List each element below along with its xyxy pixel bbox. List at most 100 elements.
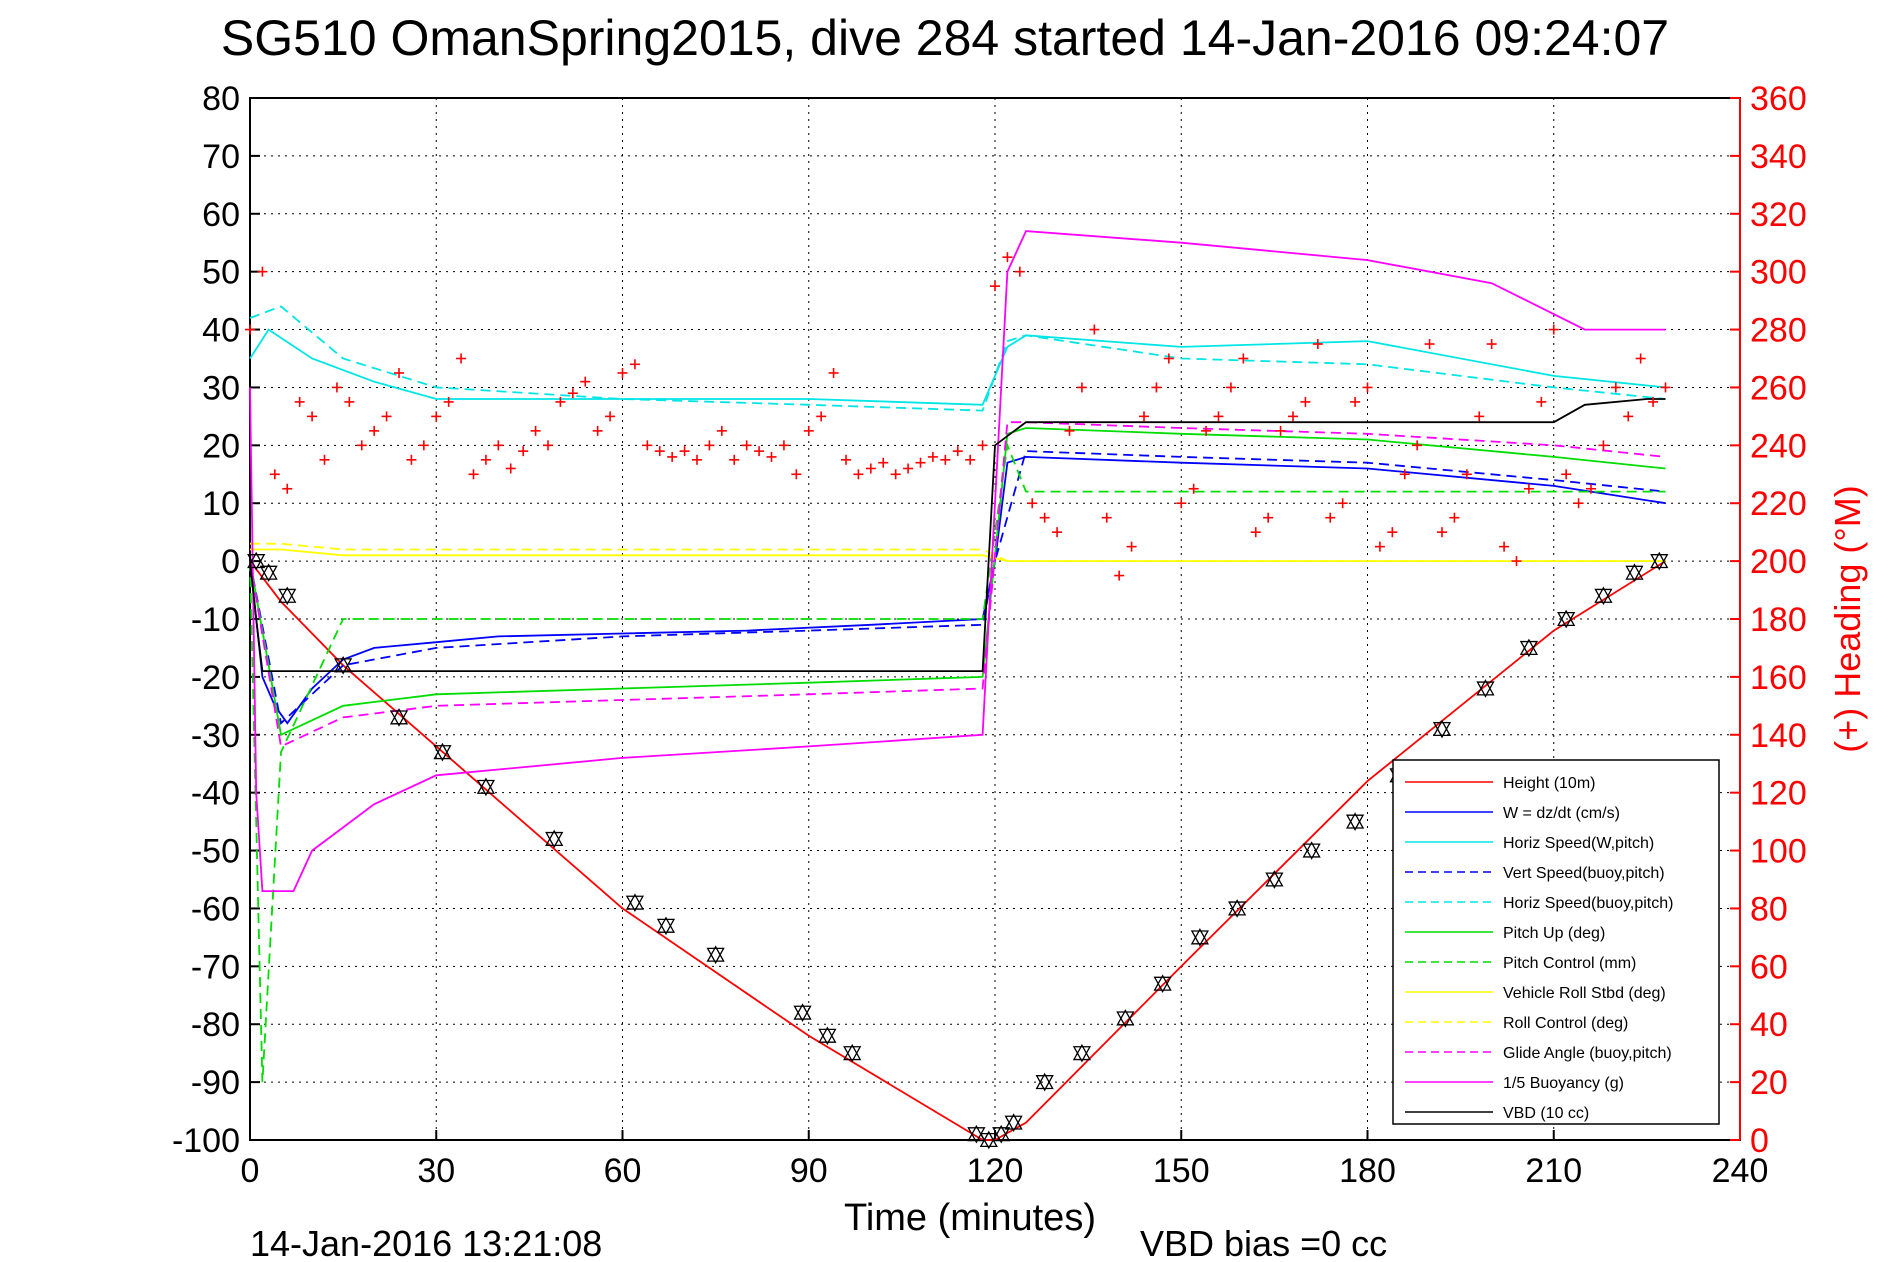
y-tick-label: 10 <box>202 485 240 523</box>
legend-item: Horiz Speed(W,pitch) <box>1405 835 1654 852</box>
triangle-marker-inv <box>1035 1075 1054 1092</box>
y-right-tick-label: 60 <box>1750 948 1788 986</box>
heading-point <box>1325 512 1336 523</box>
heading-point <box>282 483 293 494</box>
heading-point <box>530 425 541 436</box>
y-tick-label: 0 <box>221 543 240 581</box>
triangle-marker-inv <box>1190 930 1209 947</box>
heading-point <box>493 440 504 451</box>
heading-point <box>269 469 280 480</box>
legend-label: W = dz/dt (cm/s) <box>1503 805 1620 822</box>
legend-item: Pitch Up (deg) <box>1405 925 1605 942</box>
triangle-marker-inv <box>476 779 496 797</box>
legend-item: VBD (10 cc) <box>1405 1105 1589 1122</box>
triangle-marker <box>389 708 409 725</box>
heading-point <box>1461 469 1472 480</box>
triangle-marker-inv <box>818 1028 837 1046</box>
heading-point <box>1412 440 1423 451</box>
heading-point <box>1238 353 1249 364</box>
triangle-marker-inv <box>1004 1115 1023 1132</box>
triangle-marker-inv <box>545 831 564 849</box>
triangle-marker <box>1116 1009 1135 1026</box>
y-right-tick-label: 100 <box>1750 833 1807 871</box>
triangle-marker <box>1302 841 1321 858</box>
triangle-marker-inv <box>247 554 266 571</box>
triangle-marker-inv <box>1476 681 1495 698</box>
series-line-10 <box>249 230 1666 892</box>
triangle-marker <box>1594 586 1613 603</box>
y-right-tick-label: 260 <box>1750 369 1807 407</box>
y-tick-label: 20 <box>202 427 240 465</box>
heading-point <box>1163 353 1174 364</box>
x-tick-label: 30 <box>417 1152 455 1190</box>
triangle-marker <box>1625 563 1644 580</box>
triangle-marker <box>625 893 645 910</box>
series-line-11 <box>249 398 1666 672</box>
x-tick-label: 0 <box>241 1152 260 1190</box>
triangle-marker <box>818 1026 837 1043</box>
heading-point <box>952 446 963 457</box>
y-right-tick-label: 0 <box>1750 1122 1769 1160</box>
y-right-tick-label: 300 <box>1750 254 1807 292</box>
series-line-6 <box>249 441 1666 1083</box>
legend-item: Height (10m) <box>1405 775 1595 792</box>
heading-point <box>1139 411 1149 422</box>
heading-point <box>778 440 789 451</box>
heading-point <box>456 353 467 364</box>
heading-point <box>1610 382 1621 393</box>
heading-point <box>1014 266 1025 277</box>
triangle-marker-inv <box>1594 588 1613 606</box>
x-tick-label: 210 <box>1525 1152 1582 1190</box>
heading-point <box>679 446 690 457</box>
heading-point <box>754 446 765 457</box>
y-tick-label: 40 <box>202 312 240 350</box>
heading-point <box>1176 498 1187 509</box>
triangle-marker <box>1004 1113 1023 1130</box>
heading-point <box>1201 425 1212 436</box>
heading-point <box>1114 570 1125 581</box>
triangle-marker <box>278 586 297 603</box>
legend-item: Roll Control (deg) <box>1405 1015 1628 1032</box>
heading-point <box>580 376 591 387</box>
x-tick-label: 90 <box>790 1152 828 1190</box>
y-tick-label: -40 <box>191 775 240 813</box>
heading-point <box>555 396 566 407</box>
heading-point <box>878 457 889 468</box>
triangle-marker <box>1228 899 1247 916</box>
heading-point <box>927 451 938 462</box>
triangle-marker-inv <box>1432 721 1452 739</box>
heading-point <box>1064 425 1075 436</box>
y-tick-label: -70 <box>191 948 240 986</box>
heading-point <box>1573 498 1584 509</box>
heading-point <box>903 463 914 474</box>
heading-point <box>406 454 417 465</box>
legend-label: Vert Speed(buoy,pitch) <box>1503 865 1665 882</box>
series-line-3 <box>249 450 1666 725</box>
y-tick-label: -100 <box>172 1122 240 1160</box>
heading-point <box>1548 324 1559 335</box>
triangle-marker <box>979 1130 998 1148</box>
y-tick-label: 60 <box>202 196 240 234</box>
heading-point <box>617 367 628 378</box>
heading-point <box>1126 541 1137 552</box>
heading-point <box>1449 512 1460 523</box>
heading-point <box>1362 382 1373 393</box>
heading-point <box>803 425 814 436</box>
heading-point <box>331 382 342 393</box>
heading-point <box>1002 252 1013 263</box>
triangle-marker-inv <box>1116 1011 1135 1028</box>
chart-title: SG510 OmanSpring2015, dive 284 started 1… <box>221 10 1669 66</box>
heading-point <box>418 440 429 451</box>
heading-point <box>1561 469 1572 480</box>
heading-point <box>828 367 839 378</box>
y-right-tick-label: 240 <box>1750 427 1807 465</box>
legend-item: Pitch Control (mm) <box>1405 955 1636 972</box>
y-right-tick-label: 140 <box>1750 717 1807 755</box>
triangle-marker-inv <box>1625 565 1644 583</box>
heading-point <box>1337 498 1348 509</box>
heading-point <box>1511 556 1522 567</box>
triangle-marker-inv <box>793 1005 812 1022</box>
heading-point <box>716 425 727 436</box>
triangle-marker-inv <box>843 1046 862 1063</box>
triangle-marker <box>793 1003 812 1020</box>
